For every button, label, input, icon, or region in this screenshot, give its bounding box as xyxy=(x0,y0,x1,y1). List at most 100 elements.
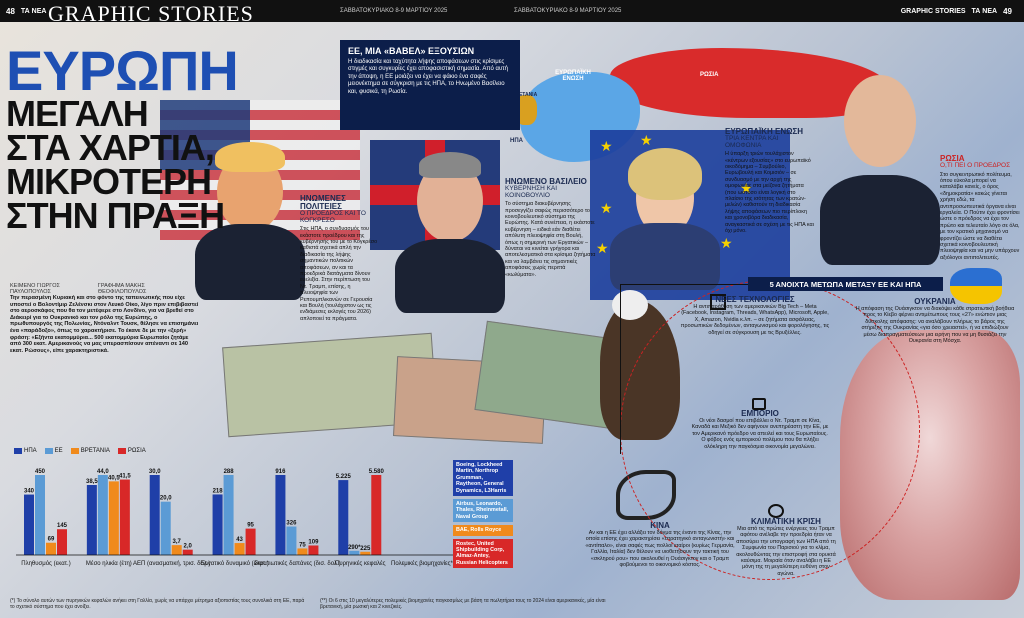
cart-icon xyxy=(752,398,766,410)
suit-shape xyxy=(395,238,505,313)
bar-ΒΡΕΤΑΝΙΑ-1 xyxy=(108,481,119,555)
category-label: Πυρηνικές κεφαλές xyxy=(335,560,386,567)
face-shape xyxy=(844,75,916,167)
bar-value-label: 218 xyxy=(213,488,224,494)
front-trade-body: Οι νέοι δασμοί που επιβάλλει ο Ντ. Τραμπ… xyxy=(691,418,829,450)
eu-star-icon: ★ xyxy=(600,138,613,154)
bar-value-label: 109 xyxy=(308,539,319,545)
legend-item-uk: ΒΡΕΤΑΝΙΑ xyxy=(70,448,110,454)
front-china: ΚΙΝΑ Αν και η ΕΕ έχει αλλάξει τον δόγμα … xyxy=(585,521,735,569)
front-china-title: ΚΙΝΑ xyxy=(650,521,670,530)
babel-box-title: ΕΕ, ΜΙΑ «ΒΑΒΕΛ» ΕΞΟΥΣΙΩΝ xyxy=(348,46,475,56)
ukraine-map-icon xyxy=(950,268,1002,304)
front-climate-title: ΚΛΙΜΑΤΙΚΗ ΚΡΙΣΗ xyxy=(751,517,821,526)
headline-line-3: ΜΙΚΡΟΤΕΡΗ xyxy=(6,161,212,202)
bar-value-label: 340 xyxy=(24,489,35,495)
fronts-title: 5 ΑΝΟΙΧΤΑ ΜΕΤΩΠΑ ΜΕΤΑΞΥ ΕΕ ΚΑΙ ΗΠΑ xyxy=(748,277,943,291)
bar-value-label: 43 xyxy=(236,537,243,543)
bar-ΕΕ-1 xyxy=(97,475,108,555)
front-ukraine-title: ΟΥΚΡΑΝΙΑ xyxy=(914,297,956,306)
eu-star-icon: ★ xyxy=(740,180,753,196)
eu-star-icon: ★ xyxy=(640,132,653,148)
section-eu-title: ΕΥΡΩΠΑΪΚΗ ΕΝΩΣΗ xyxy=(725,127,804,136)
bar-ΗΠΑ-1 xyxy=(86,485,97,555)
category-label: Πολεμικές βιομηχανίες** xyxy=(391,560,456,567)
left-paper-name: ΤΑ ΝΕΑ xyxy=(20,7,47,15)
bar-ΗΠΑ-3 xyxy=(212,494,223,555)
arms-eu: Airbus, Leonardo, Thales, Rheinmetall, N… xyxy=(453,499,513,523)
map-label-eu: ΕΥΡΩΠΑΪΚΗ ΕΝΩΣΗ xyxy=(555,70,591,82)
bar-ΕΕ-4 xyxy=(286,526,297,555)
bar-value-label: 450 xyxy=(35,469,46,475)
arms-industries-box: Boeing, Lockheed Martin, Northrop Grumma… xyxy=(453,460,513,571)
bar-value-label: 3,7 xyxy=(173,539,182,545)
footnote-left: (*) Το σύνολο αυτών των πυρηνικών κεφαλώ… xyxy=(10,598,305,610)
front-ukraine-body: Η απόφαση της Ουάσιγκτον να διακόψει κάθ… xyxy=(855,306,1015,345)
bar-value-label: 5.580 xyxy=(369,469,385,475)
bar-value-label: 145 xyxy=(57,523,68,529)
legend-item-usa: ΗΠΑ xyxy=(14,448,37,454)
bar-value-label: 5.225 xyxy=(336,474,352,480)
front-trade-title: ΕΜΠΟΡΙΟ xyxy=(741,409,779,418)
right-page-number: 49 xyxy=(1003,6,1012,16)
bar-value-label: 326 xyxy=(286,521,297,527)
front-ukraine: ΟΥΚΡΑΝΙΑ Η απόφαση της Ουάσιγκτον να δια… xyxy=(855,297,1015,345)
bar-ΡΩΣΙΑ-0 xyxy=(57,529,67,555)
bar-value-label: 75 xyxy=(299,542,306,548)
bar-ΒΡΕΤΑΝΙΑ-4 xyxy=(297,548,308,555)
map-label-usa: ΗΠΑ xyxy=(510,138,523,144)
bar-value-label: 916 xyxy=(275,469,286,475)
front-climate: ΚΛΙΜΑΤΙΚΗ ΚΡΙΣΗ Μια από τις πρώτες ενέργ… xyxy=(736,518,836,577)
bar-value-label: 30,0 xyxy=(149,469,161,475)
thermometer-icon xyxy=(768,504,784,518)
section-eu: ΕΥΡΩΠΑΪΚΗ ΕΝΩΣΗ ΤΡΙΑ ΚΕΝΤΡΑ ΚΑΙ ΟΜΟΦΩΝΙΑ… xyxy=(725,127,815,235)
legend-label: ΡΩΣΙΑ xyxy=(127,448,146,454)
front-china-body: Αν και η ΕΕ έχει αλλάξει τον δόγμα της έ… xyxy=(585,530,735,569)
section-usa: ΗΝΩΜΕΝΕΣ ΠΟΛΙΤΕΙΕΣ Ο ΠΡΟΕΔΡΟΣ ΚΑΙ ΤΟ ΚΟΓ… xyxy=(300,195,378,322)
byline-graphics: ΓΡΑΦΗΜΑ ΜΑΚΗΣ ΘΕΟΦΙΛΟΠΟΥΛΟΣ xyxy=(97,283,147,295)
bar-ΕΕ-5 xyxy=(349,550,360,555)
headline-block: ΕΥΡΩΠΗ ΜΕΓΑΛΗ ΣΤΑ ΧΑΡΤΙΑ, ΜΙΚΡΟΤΕΡΗ ΣΤΗΝ… xyxy=(6,43,239,234)
von-der-leyen-portrait xyxy=(610,140,720,290)
hair-shape xyxy=(215,142,285,172)
chart-legend: ΗΠΑ ΕΕ ΒΡΕΤΑΝΙΑ ΡΩΣΙΑ xyxy=(14,448,146,454)
babel-box: ΕΕ, ΜΙΑ «ΒΑΒΕΛ» ΕΞΟΥΣΙΩΝ Η διαδικασία κα… xyxy=(340,40,520,130)
eu-star-icon: ★ xyxy=(600,200,613,216)
intro-text: Την περασμένη Κυριακή και στο φόντο της … xyxy=(10,295,199,354)
left-page-number: 48 xyxy=(6,6,15,16)
bar-ΡΩΣΙΑ-3 xyxy=(245,528,256,555)
front-tech: ΝΕΕΣ ΤΕΧΝΟΛΟΓΙΕΣ Η αντιπαράθεση των αμερ… xyxy=(680,296,830,336)
right-paper-name: ΤΑ ΝΕΑ xyxy=(971,7,998,15)
headline-line-2: ΣΤΑ ΧΑΡΤΙΑ, xyxy=(6,127,215,168)
bar-value-label: 69 xyxy=(48,537,55,543)
right-header-bar: ΣΑΒΒΑΤΟΚΥΡΙΑΚΟ 8-9 ΜΑΡΤΙΟΥ 2025 GRAPHIC … xyxy=(512,0,1024,22)
category-label: Πληθυσμός (εκατ.) xyxy=(21,560,70,567)
putin-portrait xyxy=(820,65,940,265)
legend-label: ΒΡΕΤΑΝΙΑ xyxy=(80,448,110,454)
arms-uk: BAE, Rolls Royce xyxy=(453,525,513,536)
right-issue-date: ΣΑΒΒΑΤΟΚΥΡΙΑΚΟ 8-9 ΜΑΡΤΙΟΥ 2025 xyxy=(514,8,622,14)
category-label: Στρατιωτικές δαπάνες (δισ. δολ.) xyxy=(254,560,340,567)
hair-shape xyxy=(419,152,481,178)
section-uk-title: ΗΝΩΜΕΝΟ ΒΑΣΙΛΕΙΟ xyxy=(505,177,587,186)
section-eu-sub: ΤΡΙΑ ΚΕΝΤΡΑ ΚΑΙ ΟΜΟΦΩΝΙΑ xyxy=(725,135,779,149)
bar-value-label: 40,5 xyxy=(108,475,120,481)
map-label-uk: ΒΡΕΤΑΝΙΑ xyxy=(512,92,538,98)
bar-ΒΡΕΤΑΝΙΑ-2 xyxy=(171,545,182,555)
map-label-russia: ΡΩΣΙΑ xyxy=(700,72,719,78)
bar-ΒΡΕΤΑΝΙΑ-0 xyxy=(46,542,56,555)
bar-value-label: 41,5 xyxy=(119,474,131,480)
arms-russia: Rostec, United Shipbuilding Corp, Almaz-… xyxy=(453,538,513,569)
section-russia: ΡΩΣΙΑ Ο,ΤΙ ΠΕΙ Ο ΠΡΟΕΔΡΟΣ Στο συγκεντρωτ… xyxy=(940,155,1020,261)
category-label: Μέσο ηλικία (έτη) xyxy=(86,560,132,567)
front-climate-body: Μια από τις πρώτες ενέργειες του Τραμπ α… xyxy=(736,526,836,577)
legend-label: ΕΕ xyxy=(54,448,63,454)
bar-ΗΠΑ-2 xyxy=(149,475,160,555)
bylines: ΚΕΙΜΕΝΟ ΓΙΩΡΓΟΣ ΠΑΥΛΟΠΟΥΛΟΣ ΓΡΑΦΗΜΑ ΜΑΚΗ… xyxy=(10,283,190,295)
bar-ΗΠΑ-0 xyxy=(24,494,34,555)
bar-ΗΠΑ-4 xyxy=(275,475,286,555)
babel-box-body: Η διαδικασία και ταχύτητα λήψης αποφάσεω… xyxy=(348,59,508,95)
category-label: ΑΕΠ (ανασματική, τρισ. δολ.) xyxy=(133,560,210,567)
section-uk: ΗΝΩΜΕΝΟ ΒΑΣΙΛΕΙΟ ΚΥΒΕΡΝΗΣΗ ΚΑΙ ΚΟΙΝΟΒΟΥΛ… xyxy=(505,178,597,278)
